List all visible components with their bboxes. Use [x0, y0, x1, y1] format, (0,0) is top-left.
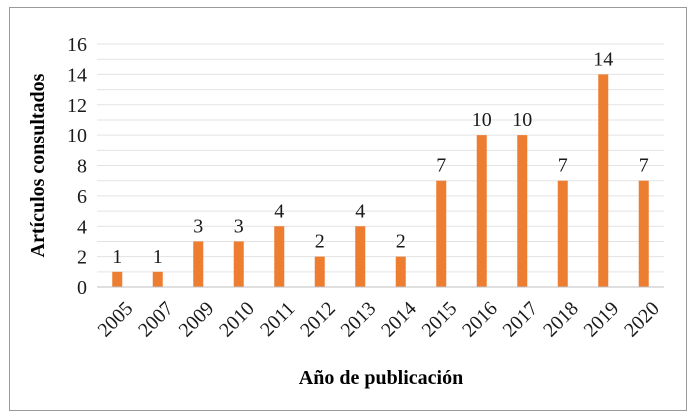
bar-2009 — [193, 241, 204, 287]
y-axis-ticks: 0 2 4 6 8 10 12 14 16 — [67, 34, 87, 299]
bar-2010 — [233, 241, 244, 287]
x-tick-label-2009: 2009 — [175, 298, 219, 342]
x-tick-label-2014: 2014 — [377, 298, 421, 342]
y-tick-label: 14 — [67, 64, 87, 86]
bar-2005 — [112, 271, 123, 287]
x-tick-label-2016: 2016 — [458, 298, 502, 342]
x-tick-label-2020: 2020 — [620, 298, 664, 342]
data-label-2015: 7 — [436, 155, 446, 177]
data-label-2019: 14 — [593, 48, 613, 70]
data-label-2010: 3 — [234, 215, 244, 237]
bar-2019 — [598, 74, 609, 287]
data-label-2011: 4 — [274, 200, 284, 222]
x-tick-label-2011: 2011 — [256, 298, 299, 341]
x-tick-label-2010: 2010 — [215, 298, 259, 342]
bar-2011 — [274, 226, 285, 287]
y-axis-title: Artículos consultados — [27, 73, 49, 257]
data-labels: 1 1 3 3 4 2 4 2 7 10 10 7 14 7 — [112, 48, 649, 267]
data-label-2009: 3 — [193, 215, 203, 237]
x-tick-label-2013: 2013 — [337, 298, 381, 342]
y-tick-label: 0 — [77, 277, 87, 299]
data-label-2017: 10 — [512, 109, 532, 131]
data-label-2018: 7 — [558, 155, 568, 177]
bars — [112, 74, 649, 287]
x-tick-label-2018: 2018 — [539, 298, 583, 342]
bar-2014 — [395, 256, 406, 287]
data-label-2012: 2 — [315, 231, 325, 253]
bar-2013 — [355, 226, 366, 287]
bar-2012 — [314, 256, 325, 287]
bar-2020 — [638, 180, 649, 287]
data-label-2014: 2 — [396, 231, 406, 253]
data-label-2013: 4 — [355, 200, 365, 222]
x-axis-title: Año de publicación — [299, 367, 463, 389]
y-tick-label: 2 — [77, 247, 87, 269]
data-label-2020: 7 — [639, 155, 649, 177]
x-tick-label-2012: 2012 — [296, 298, 340, 342]
y-tick-label: 10 — [67, 125, 87, 147]
x-tick-label-2019: 2019 — [580, 298, 624, 342]
x-axis-ticks: 2005200720092010201120122013201420152016… — [94, 298, 664, 342]
y-tick-label: 16 — [67, 34, 87, 56]
bar-2018 — [557, 180, 568, 287]
bar-2017 — [517, 135, 528, 287]
x-tick-label-2015: 2015 — [418, 298, 462, 342]
gridlines — [97, 43, 664, 288]
bar-2007 — [152, 271, 163, 287]
bar-2016 — [476, 135, 487, 287]
data-label-2007: 1 — [153, 246, 163, 268]
x-tick-label-2007: 2007 — [134, 298, 178, 342]
data-label-2005: 1 — [112, 246, 122, 268]
y-tick-label: 12 — [67, 95, 87, 117]
y-tick-label: 4 — [77, 216, 87, 238]
y-tick-label: 8 — [77, 156, 87, 178]
data-label-2016: 10 — [472, 109, 492, 131]
x-tick-label-2005: 2005 — [94, 298, 138, 342]
y-tick-label: 6 — [77, 186, 87, 208]
bar-2015 — [436, 180, 447, 287]
x-tick-label-2017: 2017 — [499, 298, 543, 342]
